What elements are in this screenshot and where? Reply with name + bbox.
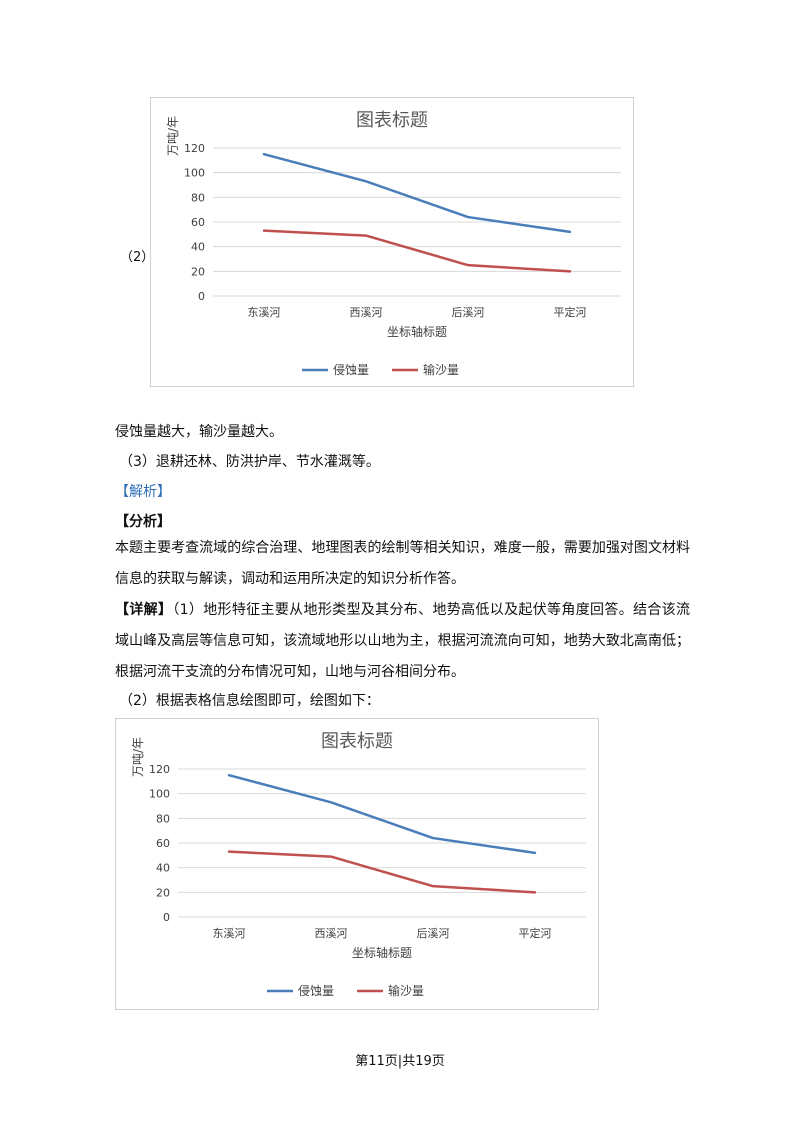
- answer-item-3: （3）退耕还林、防洪护岸、节水灌溉等。: [119, 454, 380, 470]
- x-tick-label: 东溪河: [213, 927, 246, 940]
- y-tick-label: 60: [191, 216, 205, 229]
- chart-erosion-sediment-1: 图表标题 0 20 40 60 80 100 120 万吨/年东溪河 西溪河 后溪河 平定河坐标轴标题…: [150, 97, 634, 387]
- detail-tag: 【详解】: [115, 602, 173, 618]
- y-tick-label: 0: [198, 290, 205, 303]
- y-tick-label: 40: [156, 862, 170, 875]
- y-tick-label: 20: [156, 886, 170, 899]
- page-footer: 第11页|共19页: [355, 1054, 445, 1069]
- y-axis-title: 万吨/年: [166, 116, 180, 156]
- chart-title: 图表标题: [321, 731, 393, 752]
- detail-paragraph: 【详解】（1）地形特征主要从地形类型及其分布、地势高低以及起伏等角度回答。结合该…: [115, 595, 690, 688]
- legend-label: 输沙量: [388, 983, 424, 998]
- question-part-label: （2）: [120, 250, 155, 265]
- answer-item-2: （2）根据表格信息绘图即可，绘图如下：: [119, 693, 380, 709]
- x-tick-label: 平定河: [519, 926, 552, 940]
- y-tick-label: 120: [184, 142, 205, 155]
- series-line-2: [262, 229, 572, 273]
- x-tick-label: 后溪河: [417, 927, 450, 940]
- legend-label: 输沙量: [423, 362, 459, 377]
- analysis-tag: 【解析】: [115, 484, 171, 500]
- y-axis-title: 万吨/年: [131, 737, 145, 777]
- legend-label: 侵蚀量: [298, 983, 334, 998]
- x-tick-label: 后溪河: [452, 306, 485, 319]
- x-axis-title: 坐标轴标题: [352, 945, 412, 960]
- y-tick-label: 40: [191, 241, 205, 254]
- y-tick-label: 60: [156, 837, 170, 850]
- legend-label: 侵蚀量: [333, 362, 369, 377]
- series-line-1: [227, 773, 537, 855]
- series-line-2: [227, 850, 537, 894]
- detail-body: （1）地形特征主要从地形类型及其分布、地势高低以及起伏等角度回答。结合该流域山峰…: [115, 602, 691, 680]
- x-axis-title: 坐标轴标题: [387, 324, 447, 339]
- y-tick-label: 20: [191, 265, 205, 278]
- chart-title: 图表标题: [356, 110, 428, 131]
- x-tick-label: 西溪河: [315, 927, 348, 940]
- x-tick-label: 西溪河: [350, 306, 383, 319]
- y-tick-label: 100: [184, 167, 205, 180]
- series-line-1: [262, 152, 572, 234]
- answer-line: 侵蚀量越大，输沙量越大。: [115, 424, 283, 440]
- x-tick-label: 平定河: [554, 305, 587, 319]
- y-tick-label: 120: [149, 763, 170, 776]
- fenxi-paragraph: 本题主要考查流域的综合治理、地理图表的绘制等相关知识，难度一般，需要加强对图文材…: [115, 540, 690, 587]
- y-tick-label: 80: [191, 191, 205, 204]
- y-tick-label: 0: [163, 911, 170, 924]
- x-tick-label: 东溪河: [248, 306, 281, 319]
- fenxi-tag: 【分析】: [115, 514, 171, 530]
- y-tick-label: 100: [149, 788, 170, 801]
- y-tick-label: 80: [156, 812, 170, 825]
- chart-erosion-sediment-2: 图表标题 0 20 40 60 80 100 120 万吨/年东溪河 西溪河 后溪河 平定河坐标轴标题…: [115, 718, 599, 1010]
